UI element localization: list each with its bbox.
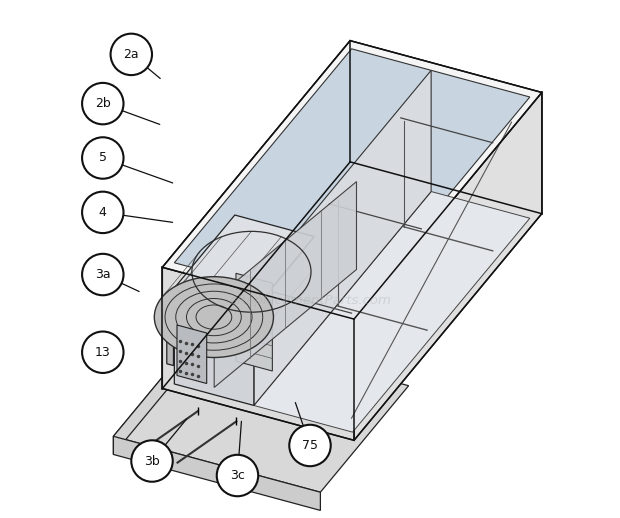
Circle shape xyxy=(82,332,123,373)
Circle shape xyxy=(131,440,173,482)
Text: 2a: 2a xyxy=(123,48,139,61)
Text: 5: 5 xyxy=(99,151,107,165)
Polygon shape xyxy=(254,70,431,406)
Text: 13: 13 xyxy=(95,346,111,359)
Text: 3b: 3b xyxy=(144,454,160,468)
Polygon shape xyxy=(162,41,350,388)
Polygon shape xyxy=(236,274,272,371)
Polygon shape xyxy=(167,335,174,366)
Text: 4: 4 xyxy=(99,206,107,219)
Polygon shape xyxy=(174,49,530,311)
Polygon shape xyxy=(113,330,202,454)
Polygon shape xyxy=(113,436,321,510)
Polygon shape xyxy=(162,267,354,440)
Ellipse shape xyxy=(154,277,273,357)
Circle shape xyxy=(82,137,123,179)
Text: 3a: 3a xyxy=(95,268,110,281)
Polygon shape xyxy=(354,93,542,440)
Circle shape xyxy=(82,254,123,295)
Circle shape xyxy=(110,34,152,75)
Circle shape xyxy=(82,192,123,233)
Text: 2b: 2b xyxy=(95,97,111,110)
Circle shape xyxy=(290,425,330,466)
Circle shape xyxy=(217,455,258,496)
Polygon shape xyxy=(174,288,254,406)
Text: 3c: 3c xyxy=(230,469,245,482)
Polygon shape xyxy=(174,215,314,310)
Text: 75: 75 xyxy=(302,439,318,452)
Polygon shape xyxy=(254,192,530,432)
Polygon shape xyxy=(162,41,542,319)
Circle shape xyxy=(82,83,123,124)
Text: eReplacementParts.com: eReplacementParts.com xyxy=(229,294,391,307)
Polygon shape xyxy=(214,182,356,387)
Polygon shape xyxy=(113,330,409,492)
Polygon shape xyxy=(350,41,542,214)
Polygon shape xyxy=(177,325,206,383)
